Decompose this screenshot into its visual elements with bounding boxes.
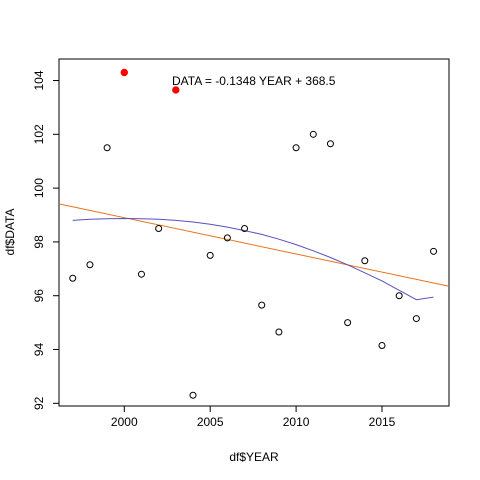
x-tick-label-2015: 2015: [369, 415, 396, 429]
data-point-2010: [292, 144, 300, 152]
data-point-1998: [86, 261, 94, 269]
data-point-1997: [69, 274, 77, 282]
data-point-2013: [344, 319, 352, 327]
data-point-2016: [395, 292, 403, 300]
data-point-2007: [241, 224, 249, 232]
data-point-2005: [206, 251, 214, 259]
data-point-2018: [430, 247, 438, 255]
data-point-2011: [309, 130, 317, 138]
plot-area: [58, 58, 450, 407]
y-tick-label-96: 96: [32, 289, 46, 303]
data-point-2006: [223, 234, 231, 242]
data-point-2009: [275, 328, 283, 336]
x-tick-label-2005: 2005: [197, 415, 224, 429]
y-tick-label-92: 92: [32, 396, 46, 410]
data-point-2008: [258, 301, 266, 309]
data-point-2001: [137, 270, 145, 278]
y-axis: 92 94 96 98 100 102 104: [32, 70, 59, 410]
x-tick-label-2000: 2000: [111, 415, 138, 429]
linear-fit-line: [58, 203, 450, 287]
y-tick-label-104: 104: [32, 70, 46, 90]
data-point-2017: [412, 315, 420, 323]
highlighted-point-2003: [172, 86, 180, 94]
y-tick-label-94: 94: [32, 343, 46, 357]
data-point-2015: [378, 341, 386, 349]
data-point-2012: [326, 140, 334, 148]
fit-lines: [58, 203, 450, 301]
data-point-2004: [189, 391, 197, 399]
curve-fit-line: [72, 217, 434, 301]
y-axis-label: df$DATA: [3, 209, 17, 256]
x-axis-label: df$YEAR: [229, 450, 279, 464]
data-point-1999: [103, 144, 111, 152]
x-axis: 2000 2005 2010 2015: [111, 406, 396, 429]
regression-annotation: DATA = -0.1348 YEAR + 368.5: [172, 74, 336, 88]
data-point-2014: [361, 257, 369, 265]
data-point-2002: [155, 224, 163, 232]
x-tick-label-2010: 2010: [283, 415, 310, 429]
y-tick-label-100: 100: [32, 178, 46, 198]
y-tick-label-102: 102: [32, 124, 46, 144]
highlighted-point-2000: [120, 68, 128, 77]
y-tick-label-98: 98: [32, 235, 46, 249]
data-points: [69, 68, 438, 399]
